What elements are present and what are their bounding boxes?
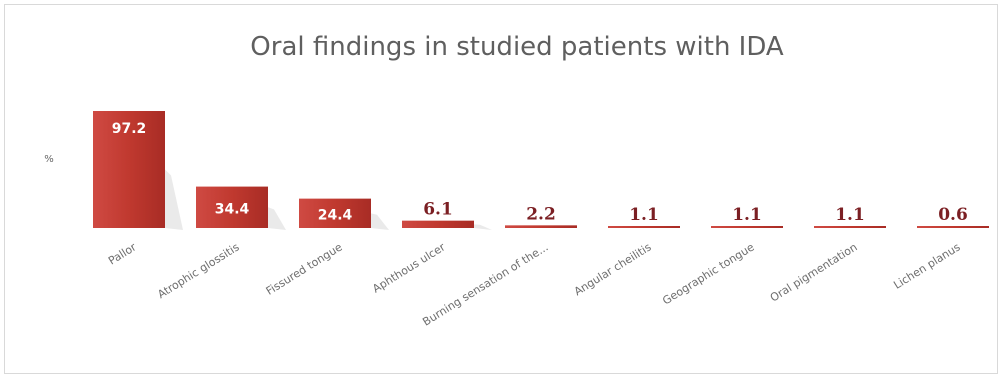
x-tick-label: Pallor [106,240,139,267]
bar-shadow [474,224,492,230]
bar-shadow [268,207,286,230]
data-label: 2.2 [526,204,556,224]
x-tick-label: Oral pigmentation [768,241,860,305]
data-label: 6.1 [423,200,453,220]
bar [93,111,165,228]
data-label: 97.2 [112,121,147,137]
bar [608,226,680,228]
bar-shadow [371,213,389,230]
data-label: 0.6 [938,205,968,225]
data-label: 34.4 [215,201,250,217]
bar [299,198,371,228]
data-label: 24.4 [318,207,353,223]
x-tick-label: Fissured tongue [264,240,345,297]
x-tick-label: Geographic tongue [660,240,757,307]
data-label: 1.1 [835,205,865,225]
bar [711,226,783,228]
data-label: 1.1 [732,205,762,225]
x-tick-label: Atrophic glossitis [155,240,241,301]
x-tick-label: Aphthous ulcer [370,240,448,295]
bar-chart: Oral findings in studied patients with I… [44,32,989,329]
data-label: 1.1 [629,205,659,225]
bar [814,226,886,228]
bar [505,225,577,228]
x-tick-label: Lichen planus [891,240,962,291]
bar-shadow [165,169,183,230]
y-axis-label: % [44,154,54,165]
bar [196,186,268,228]
plot-area: 97.2 Pallor 34.4 Atrophic glossitis 24.4 Fiss… [93,111,989,329]
bar [917,226,989,228]
chart-frame: Oral findings in studied patients with I… [4,4,998,374]
bar [402,220,474,228]
x-tick-label: Angular cheilitis [572,240,654,298]
chart-title: Oral findings in studied patients with I… [250,32,784,62]
